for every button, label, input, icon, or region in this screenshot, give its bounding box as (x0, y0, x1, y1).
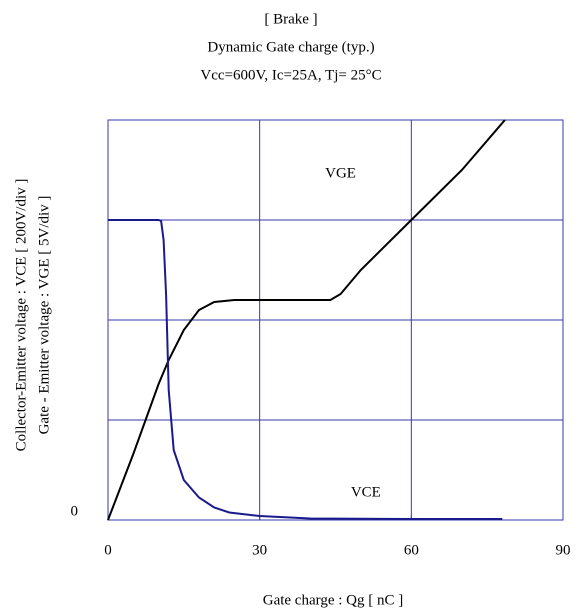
chart-title: [ Brake ] (264, 11, 317, 27)
y-axis-label: Gate - Emitter voltage : VGE [ 5V/div ] (36, 196, 52, 435)
series-line (107, 119, 506, 521)
series-line (108, 219, 503, 520)
annotation: VGE (325, 165, 356, 181)
x-tick-label: 60 (404, 542, 419, 558)
x-axis-label: Gate charge : Qg [ nC ] (263, 592, 404, 608)
plot-frame (107, 119, 564, 521)
chart-subtitle: Dynamic Gate charge (typ.) (207, 39, 374, 55)
x-tick-label: 90 (556, 542, 571, 558)
annotation: VCE (351, 484, 381, 500)
x-tick-label: 0 (104, 542, 112, 558)
chart-conditions: Vcc=600V, Ic=25A, Tj= 25°C (200, 67, 381, 83)
y2-axis-label: Collector-Emitter voltage : VCE [ 200V/d… (13, 179, 29, 452)
y-tick-label: 0 (71, 503, 79, 519)
x-tick-label: 30 (252, 542, 267, 558)
